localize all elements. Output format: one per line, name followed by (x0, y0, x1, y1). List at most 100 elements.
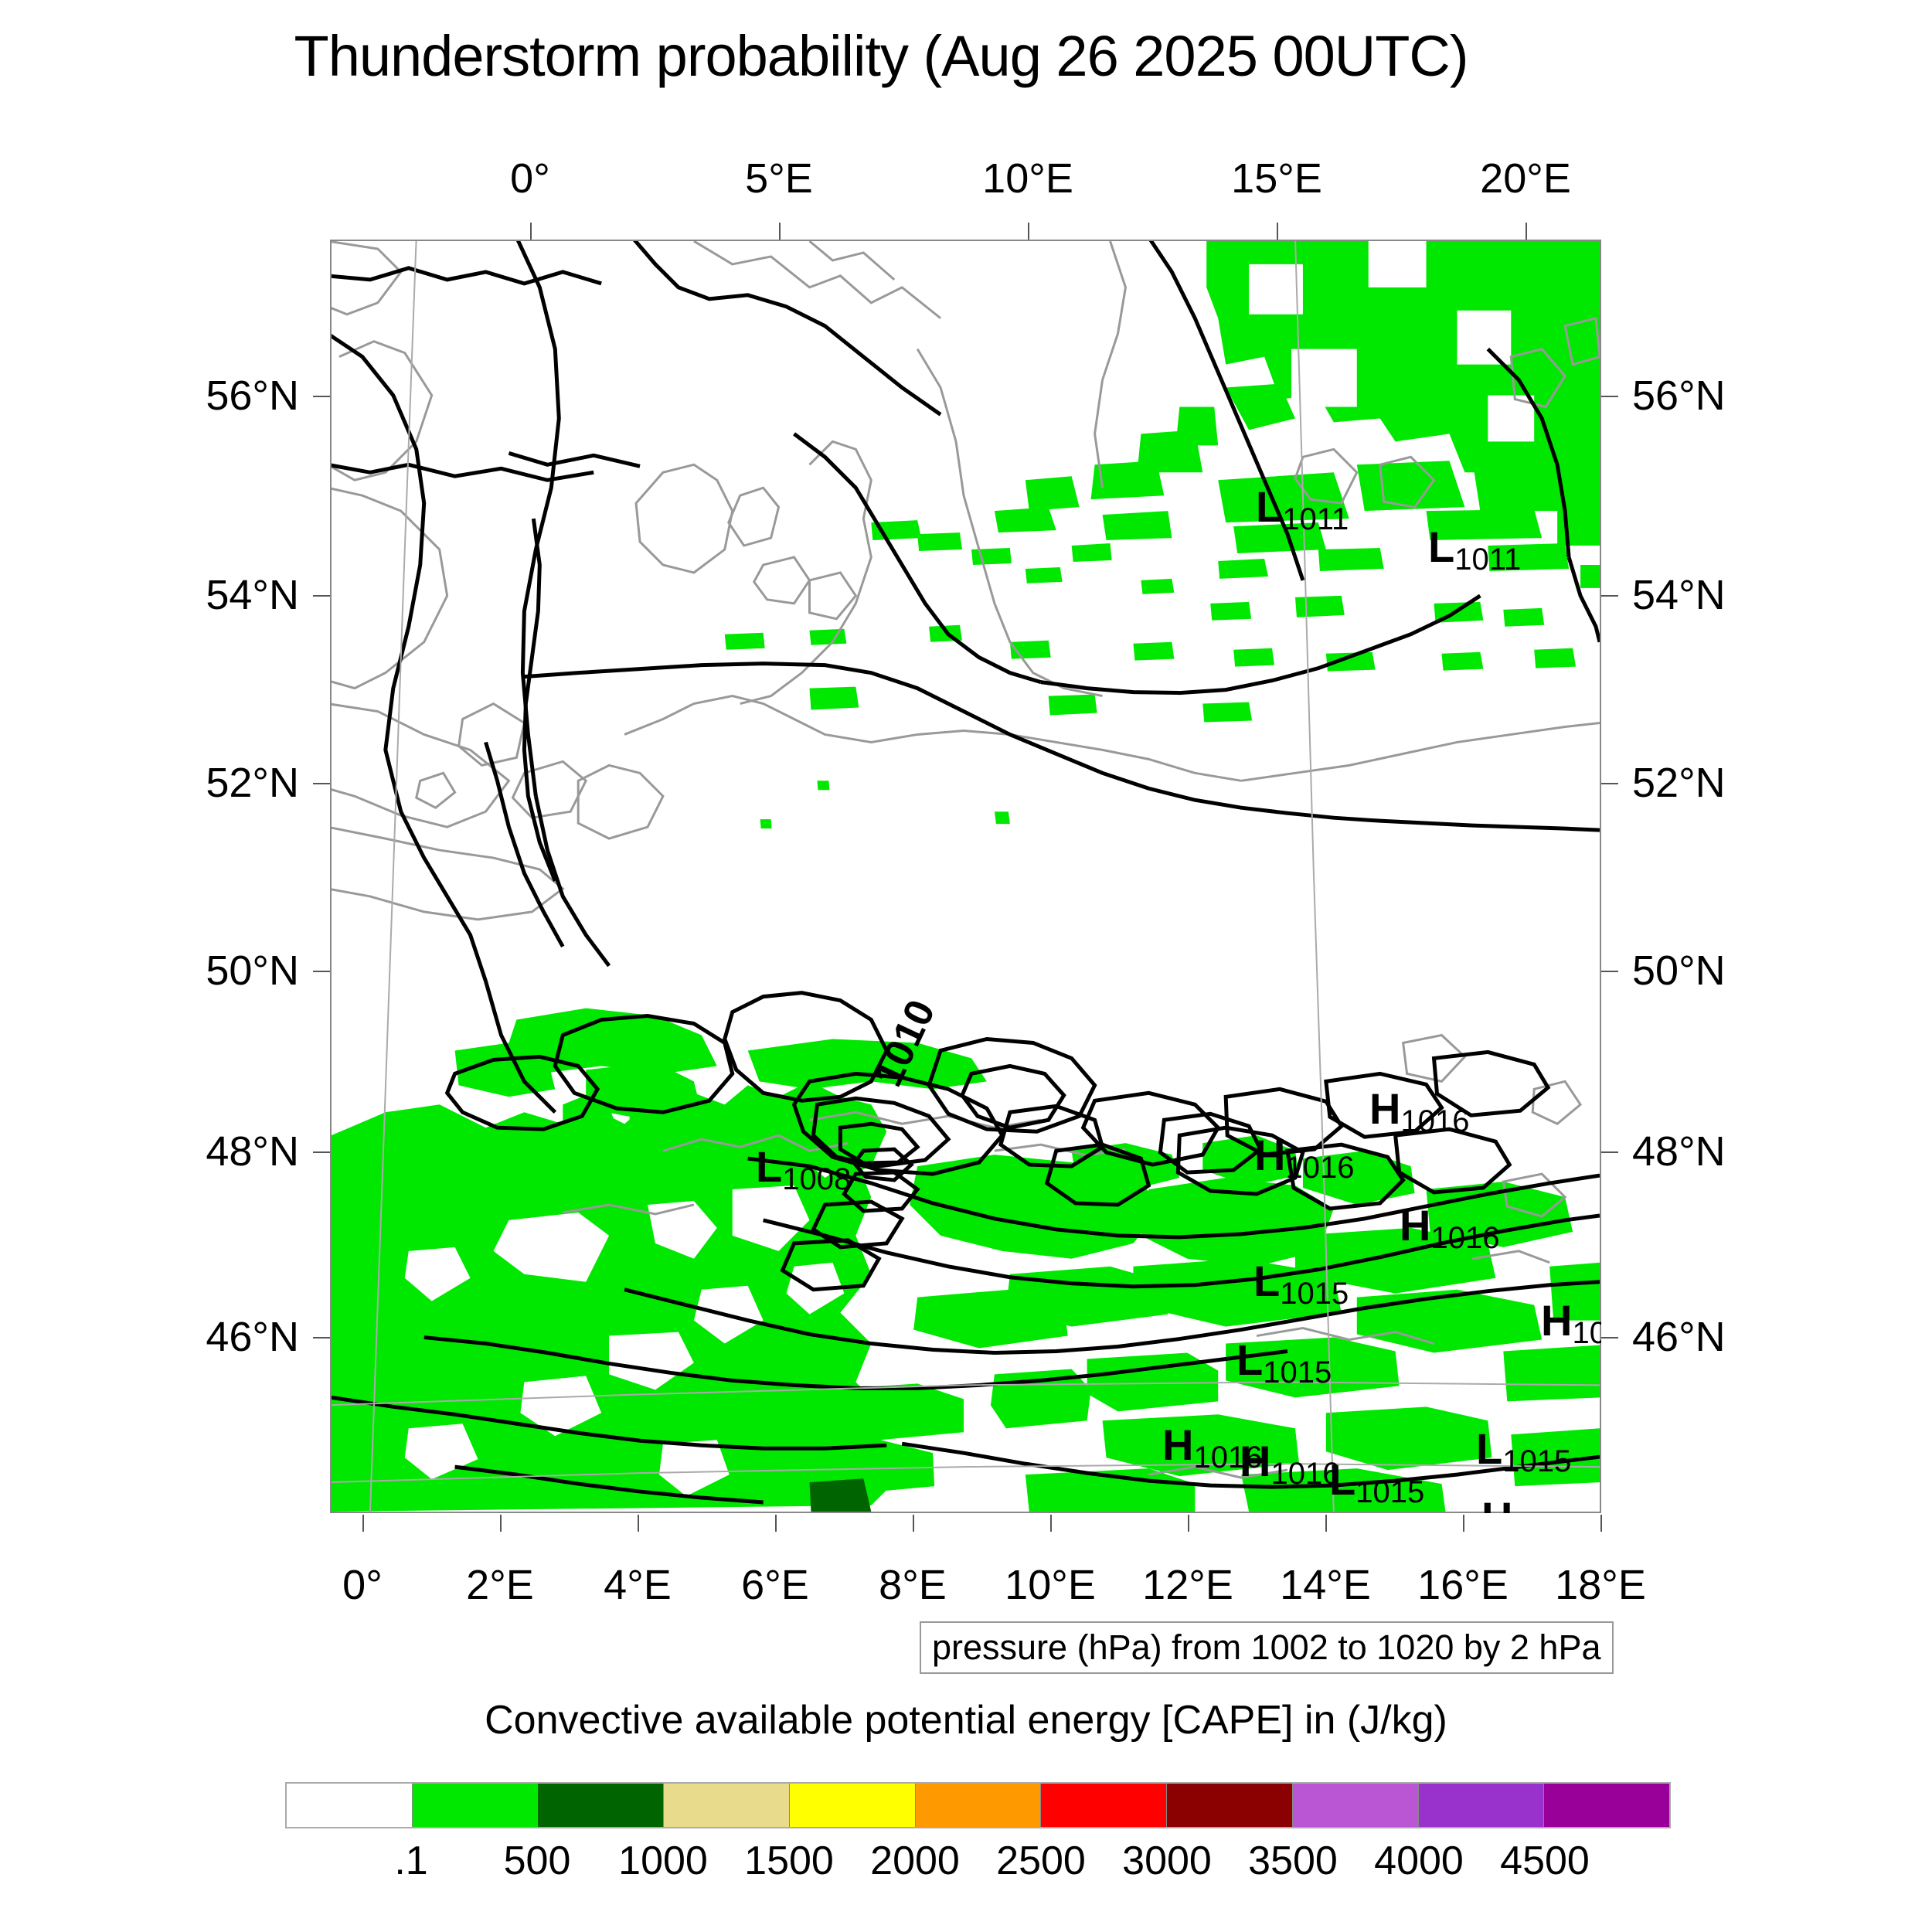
lon-label-top: 10°E (982, 155, 1073, 202)
colorbar-swatch[interactable] (537, 1784, 664, 1827)
map-plot-area (330, 240, 1601, 1513)
lat-label-right: 46°N (1632, 1314, 1726, 1360)
lat-tick (313, 783, 330, 784)
low-pressure-marker: L1015 (1253, 1257, 1349, 1310)
lon-label-bottom: 16°E (1417, 1562, 1509, 1608)
colorbar-tick-label: 3500 (1248, 1838, 1338, 1883)
lat-label-right: 48°N (1632, 1128, 1726, 1175)
low-pressure-marker: L1011 (1256, 485, 1349, 536)
lat-label-left: 54°N (206, 572, 299, 618)
high-pressure-marker: H1016 (1400, 1204, 1499, 1254)
pressure-marker-letter: H (1369, 1084, 1401, 1133)
pressure-marker-value: 1011 (1454, 543, 1522, 577)
lat-label-left: 50°N (206, 947, 299, 994)
colorbar-swatch[interactable] (411, 1784, 538, 1827)
colorbar-tick-label: 4500 (1500, 1838, 1590, 1883)
colorbar-title: Convective available potential energy [C… (485, 1698, 1447, 1743)
lon-tick (1600, 1515, 1602, 1532)
pressure-caption: pressure (hPa) from 1002 to 1020 by 2 hP… (920, 1621, 1614, 1674)
pressure-marker-value: 1016 (1430, 1221, 1500, 1255)
lon-tick (530, 223, 532, 240)
pressure-marker-value: 1016 (1193, 1440, 1263, 1475)
graticule-layer (332, 241, 1600, 1512)
pressure-marker-letter: L (1236, 1335, 1264, 1384)
lat-label-right: 52°N (1632, 760, 1726, 806)
pressure-marker-value: 1016 (1400, 1104, 1470, 1138)
pressure-contour-layer (332, 241, 1600, 1505)
colorbar-swatch[interactable] (1543, 1784, 1670, 1827)
lat-tick (1601, 595, 1618, 597)
lon-label-bottom: 12°E (1142, 1562, 1233, 1608)
lon-tick (638, 1515, 639, 1532)
colorbar-swatch[interactable] (1291, 1784, 1418, 1827)
lon-label-bottom: 0° (342, 1562, 383, 1608)
lat-label-left: 56°N (206, 372, 299, 419)
pressure-marker-letter: H (1481, 1493, 1512, 1514)
colorbar-swatch[interactable] (1417, 1784, 1544, 1827)
lon-tick (500, 1515, 502, 1532)
colorbar-swatch[interactable] (788, 1784, 915, 1827)
lat-tick (1601, 1337, 1618, 1338)
pressure-marker-letter: H (1541, 1296, 1573, 1345)
lon-label-top: 5°E (745, 155, 813, 202)
lat-label-left: 48°N (206, 1128, 299, 1175)
lat-tick (313, 971, 330, 972)
pressure-marker-value: 1015 (1502, 1444, 1572, 1478)
lon-tick (1050, 1515, 1052, 1532)
pressure-marker-letter: L (1329, 1455, 1356, 1504)
pressure-markers-layer: L1011L1011L1010H1016H1016H1016H1016H1016… (330, 240, 1601, 1514)
pressure-marker-value: 1015 (1280, 1277, 1349, 1311)
pressure-marker-value: 1011 (1282, 502, 1349, 536)
colorbar-swatch[interactable] (914, 1784, 1041, 1827)
lat-tick (313, 595, 330, 597)
lat-label-right: 54°N (1632, 572, 1726, 618)
colorbar-tick-label: 1500 (744, 1838, 834, 1883)
pressure-marker-value: 1016 (1285, 1151, 1355, 1185)
colorbar-swatch[interactable] (1166, 1784, 1292, 1827)
lat-tick (313, 1151, 330, 1153)
lon-tick (1028, 223, 1029, 240)
lon-tick (775, 1515, 777, 1532)
pressure-marker-letter: H (1240, 1437, 1271, 1485)
low-pressure-marker: L1015 (1476, 1427, 1571, 1478)
coastline-layer (332, 241, 1600, 1479)
colorbar-tick-label: 500 (503, 1838, 571, 1883)
colorbar-swatch[interactable] (663, 1784, 789, 1827)
cape-dark-green-patch (809, 1478, 872, 1512)
low-pressure-marker: L1011 (1428, 526, 1521, 576)
pressure-marker-value: 1015 (1355, 1475, 1425, 1509)
lat-label-right: 56°N (1632, 372, 1726, 419)
lon-label-top: 0° (510, 155, 550, 202)
lon-label-bottom: 10°E (1005, 1562, 1096, 1608)
lon-tick (1526, 223, 1527, 240)
colorbar-tick-label: 2500 (996, 1838, 1086, 1883)
pressure-marker-letter: H (1254, 1131, 1286, 1179)
colorbar-tick-label: 3000 (1122, 1838, 1212, 1883)
page-title: Thunderstorm probability (Aug 26 2025 00… (294, 24, 1469, 88)
cape-shading-layer (332, 241, 1600, 1512)
colorbar-swatch[interactable] (1040, 1784, 1167, 1827)
lat-label-left: 46°N (206, 1314, 299, 1360)
colorbar-swatch[interactable] (287, 1784, 412, 1827)
lon-tick (362, 1515, 364, 1532)
lon-label-bottom: 14°E (1280, 1562, 1371, 1608)
lon-label-top: 15°E (1231, 155, 1322, 202)
high-pressure-marker: H1016 (1240, 1437, 1339, 1490)
lon-label-bottom: 18°E (1555, 1562, 1646, 1608)
high-pressure-marker: H1016 (1369, 1084, 1469, 1138)
high-pressure-marker: H1016 (1541, 1296, 1601, 1349)
lon-tick (1188, 1515, 1189, 1532)
lon-label-top: 20°E (1480, 155, 1571, 202)
lat-label-left: 52°N (206, 760, 299, 806)
contour-label: 1010 (866, 993, 944, 1094)
lat-tick (1601, 396, 1618, 397)
pressure-marker-letter: H (1162, 1420, 1194, 1469)
low-pressure-marker: L1008 (756, 1142, 851, 1196)
colorbar[interactable] (285, 1782, 1671, 1828)
pressure-marker-letter: L (1253, 1257, 1281, 1305)
pressure-marker-value: 1016 (1270, 1457, 1340, 1491)
pressure-marker-letter: L (756, 1142, 783, 1191)
lon-tick (1463, 1515, 1464, 1532)
lon-label-bottom: 4°E (604, 1562, 672, 1608)
pressure-marker-value: 1008 (782, 1162, 852, 1196)
